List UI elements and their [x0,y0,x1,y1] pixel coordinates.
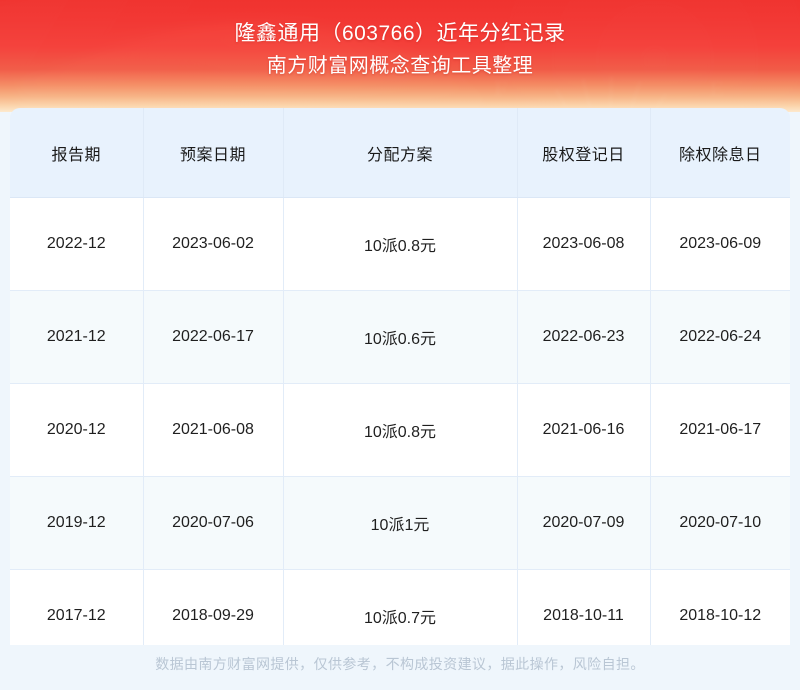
cell-record-date: 2022-06-23 [517,290,651,384]
banner-title-group: 隆鑫通用（603766）近年分红记录 南方财富网概念查询工具整理 [0,17,800,82]
cell-report-period: 2020-12 [10,383,144,477]
cell-plan-date: 2023-06-02 [143,197,284,291]
cell-distribution-plan: 10派1元 [283,476,518,570]
table-row: 2021-12 2022-06-17 10派0.6元 2022-06-23 20… [10,290,790,384]
column-header-plan-date: 预案日期 [143,108,284,198]
table-header-row: 报告期 预案日期 分配方案 股权登记日 除权除息日 [10,108,790,198]
cell-report-period: 2022-12 [10,197,144,291]
column-header-record-date: 股权登记日 [517,108,651,198]
page-subtitle: 南方财富网概念查询工具整理 [266,55,534,77]
column-header-ex-dividend-date: 除权除息日 [650,108,790,198]
cell-distribution-plan: 10派0.6元 [283,290,518,384]
header-banner: F E 隆鑫通用（603766）近年分红记录 南方财富网概念查询工具整理 [0,0,800,112]
cell-distribution-plan: 10派0.8元 [283,197,518,291]
cell-ex-dividend-date: 2022-06-24 [650,290,790,384]
page-title: 隆鑫通用（603766）近年分红记录 [234,22,566,45]
cell-ex-dividend-date: 2023-06-09 [650,197,790,291]
dividend-table-card: 报告期 预案日期 分配方案 股权登记日 除权除息日 2022-12 2023-0… [10,108,790,662]
cell-report-period: 2021-12 [10,290,144,384]
banner-glow [440,0,800,112]
table-body: 2022-12 2023-06-02 10派0.8元 2023-06-08 20… [10,197,790,662]
cell-record-date: 2021-06-16 [517,383,651,477]
table-row: 2020-12 2021-06-08 10派0.8元 2021-06-16 20… [10,383,790,477]
cell-record-date: 2023-06-08 [517,197,651,291]
footer-disclaimer: 数据由南方财富网提供，仅供参考，不构成投资建议，据此操作，风险自担。 [155,656,645,672]
cell-ex-dividend-date: 2018-10-12 [679,607,762,624]
cell-ex-dividend-date: 2020-07-10 [650,476,790,570]
fuel-gauge-icon: F E [488,0,728,112]
table-row: 2019-12 2020-07-06 10派1元 2020-07-09 2020… [10,476,790,570]
footer: 数据由南方财富网提供，仅供参考，不构成投资建议，据此操作，风险自担。 [0,645,800,690]
column-header-distribution: 分配方案 [283,108,518,198]
table-row: 2022-12 2023-06-02 10派0.8元 2023-06-08 20… [10,197,790,291]
banner-background-image: F E [0,0,800,112]
column-header-report-period: 报告期 [10,108,144,198]
dividend-table: 报告期 预案日期 分配方案 股权登记日 除权除息日 2022-12 2023-0… [10,108,790,662]
table-header: 报告期 预案日期 分配方案 股权登记日 除权除息日 [10,108,790,198]
cell-plan-date: 2021-06-08 [143,383,284,477]
gauge-label-empty: E [709,76,724,101]
cell-plan-date: 2020-07-06 [143,476,284,570]
cell-plan-date: 2022-06-17 [143,290,284,384]
cell-distribution-plan: 10派0.8元 [283,383,518,477]
gauge-label-full: F [494,76,508,101]
cell-record-date: 2020-07-09 [517,476,651,570]
cell-ex-dividend-date: 2021-06-17 [650,383,790,477]
cell-report-period: 2019-12 [10,476,144,570]
